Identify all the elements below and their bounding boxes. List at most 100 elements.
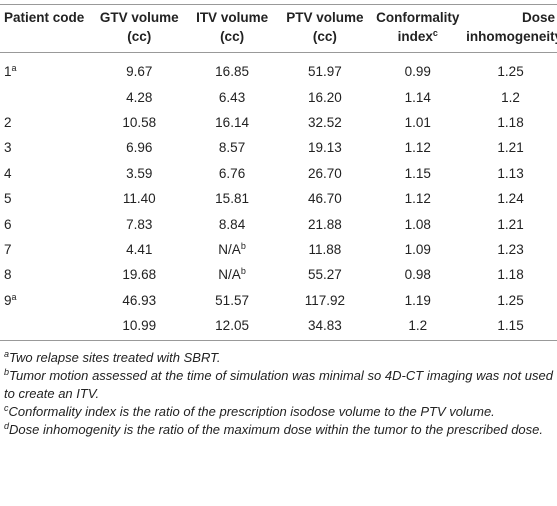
header-row: Patient code GTV volume (cc) ITV volume (c… [0,4,557,53]
footnote: cConformality index is the ratio of the … [4,403,553,421]
footnote-mark: d [4,421,10,432]
table-cell: 1.25 [464,288,557,313]
cell-text: 1.25 [497,292,524,308]
cell-text: 1.21 [497,140,524,156]
table-cell: 1.14 [371,84,464,109]
cell-text: 1.12 [404,140,431,156]
table-cell: 4.28 [93,84,186,109]
page: Patient code GTV volume (cc) ITV volume (c… [0,4,557,506]
table-cell [0,312,93,342]
footnote: bTumor motion assessed at the time of si… [4,367,553,403]
cell-text: 0.99 [404,64,431,80]
table-cell: 10.58 [93,110,186,135]
table-cell: 8.57 [186,135,279,160]
table-cell: 51.57 [186,288,279,313]
table-cell: 0.98 [371,262,464,287]
superscript: a [11,291,17,302]
cell-text: 55.27 [308,267,342,283]
footnote-mark: b [4,367,10,378]
table-cell: 4 [0,161,93,186]
table-cell: 46.70 [278,186,371,211]
table-cell: 11.88 [278,237,371,262]
cell-text: 1.25 [497,64,524,80]
table-cell: N/Ab [186,237,279,262]
table-cell: 8 [0,262,93,287]
column-header: Conformality indexc [371,4,465,53]
cell-text: 4.41 [126,241,153,257]
cell-text: 9 [4,292,12,308]
cell-text: 12.05 [215,318,249,334]
table-cell: 16.20 [278,84,371,109]
footnotes: aTwo relapse sites treated with SBRT. bTu… [0,341,557,439]
table-cell: 7 [0,237,93,262]
cell-text: 10.58 [122,114,157,130]
table-cell: 11.40 [93,186,186,211]
table-cell: 1.2 [371,312,465,342]
cell-text: 34.83 [308,318,342,334]
cell-text: 3.59 [126,165,153,181]
column-header: ITV volume (cc) [185,4,279,53]
table-cell: 1.18 [464,262,557,287]
table-cell: 1.08 [371,211,464,236]
superscript: b [240,240,246,251]
table-cell: 3 [0,135,93,160]
table-row: 1a 9.67 16.85 51.97 0.99 1.25 [0,53,557,85]
cell-text: 46.93 [122,292,157,308]
cell-text: Dose inhomogeneity [466,10,557,44]
table-body: 1a 9.67 16.85 51.97 0.99 1.25 4.28 6.43 16.20 1.1… [0,53,557,342]
table-cell: 3.59 [93,161,186,186]
table-row: 2 10.58 16.14 32.52 1.01 1.18 [0,110,557,135]
table-cell: 117.92 [278,288,371,313]
table-cell: 2 [0,110,93,135]
cell-text: 10.99 [122,318,157,334]
table-cell: 15.81 [186,186,279,211]
cell-text: 6.76 [218,165,246,181]
column-header: Dose inhomogeneityd [464,4,557,53]
cell-text: PTV volume (cc) [286,10,364,44]
table-cell: 6.43 [186,84,279,109]
superscript: c [432,28,438,38]
superscript: a [11,63,17,74]
footnote-text: Dose inhomogenity is the ratio of the ma… [9,422,544,438]
cell-text: 1.19 [404,292,431,308]
table-cell: 16.85 [186,53,279,85]
cell-text: 16.85 [215,64,249,80]
table-cell: 1a [0,53,93,85]
table-cell: 1.12 [371,135,464,160]
table-cell [0,84,93,109]
table-cell: 1.12 [371,186,464,211]
cell-text: 8 [4,267,12,283]
table-cell: 51.97 [278,53,371,85]
table-cell: 9.67 [93,53,186,85]
cell-text: 1.14 [404,89,431,105]
cell-text: 1.21 [497,216,524,232]
column-header: GTV volume (cc) [92,4,186,53]
table-cell: 46.93 [93,288,186,313]
cell-text: 46.70 [308,191,342,207]
table-cell: 9a [0,288,93,313]
cell-text: 1.15 [497,318,524,334]
table-row: 4.28 6.43 16.20 1.14 1.2 [0,84,557,109]
cell-text: 2 [4,114,12,130]
cell-text: 7 [4,241,12,257]
cell-text: 11.88 [308,241,342,257]
footnote-text: Conformality index is the ratio of the p… [8,404,495,420]
footnote-mark: c [4,403,9,414]
column-header: Patient code [0,4,93,53]
table-cell: N/Ab [186,262,279,287]
cell-text: 1.08 [404,216,431,232]
cell-text: 15.81 [215,191,249,207]
table-cell: 4.41 [93,237,186,262]
table-cell: 7.83 [93,211,186,236]
table-cell: 32.52 [278,110,371,135]
cell-text: 19.68 [122,267,157,283]
table-cell: 19.68 [93,262,186,287]
table-cell: 6.96 [93,135,186,160]
cell-text: 1.2 [408,318,428,334]
cell-text: N/A [218,241,241,257]
cell-text: 1.18 [497,114,524,130]
cell-text: 4.28 [126,89,153,105]
footnote: aTwo relapse sites treated with SBRT. [4,349,553,367]
table-cell: 1.13 [464,161,557,186]
cell-text: 16.14 [215,114,249,130]
